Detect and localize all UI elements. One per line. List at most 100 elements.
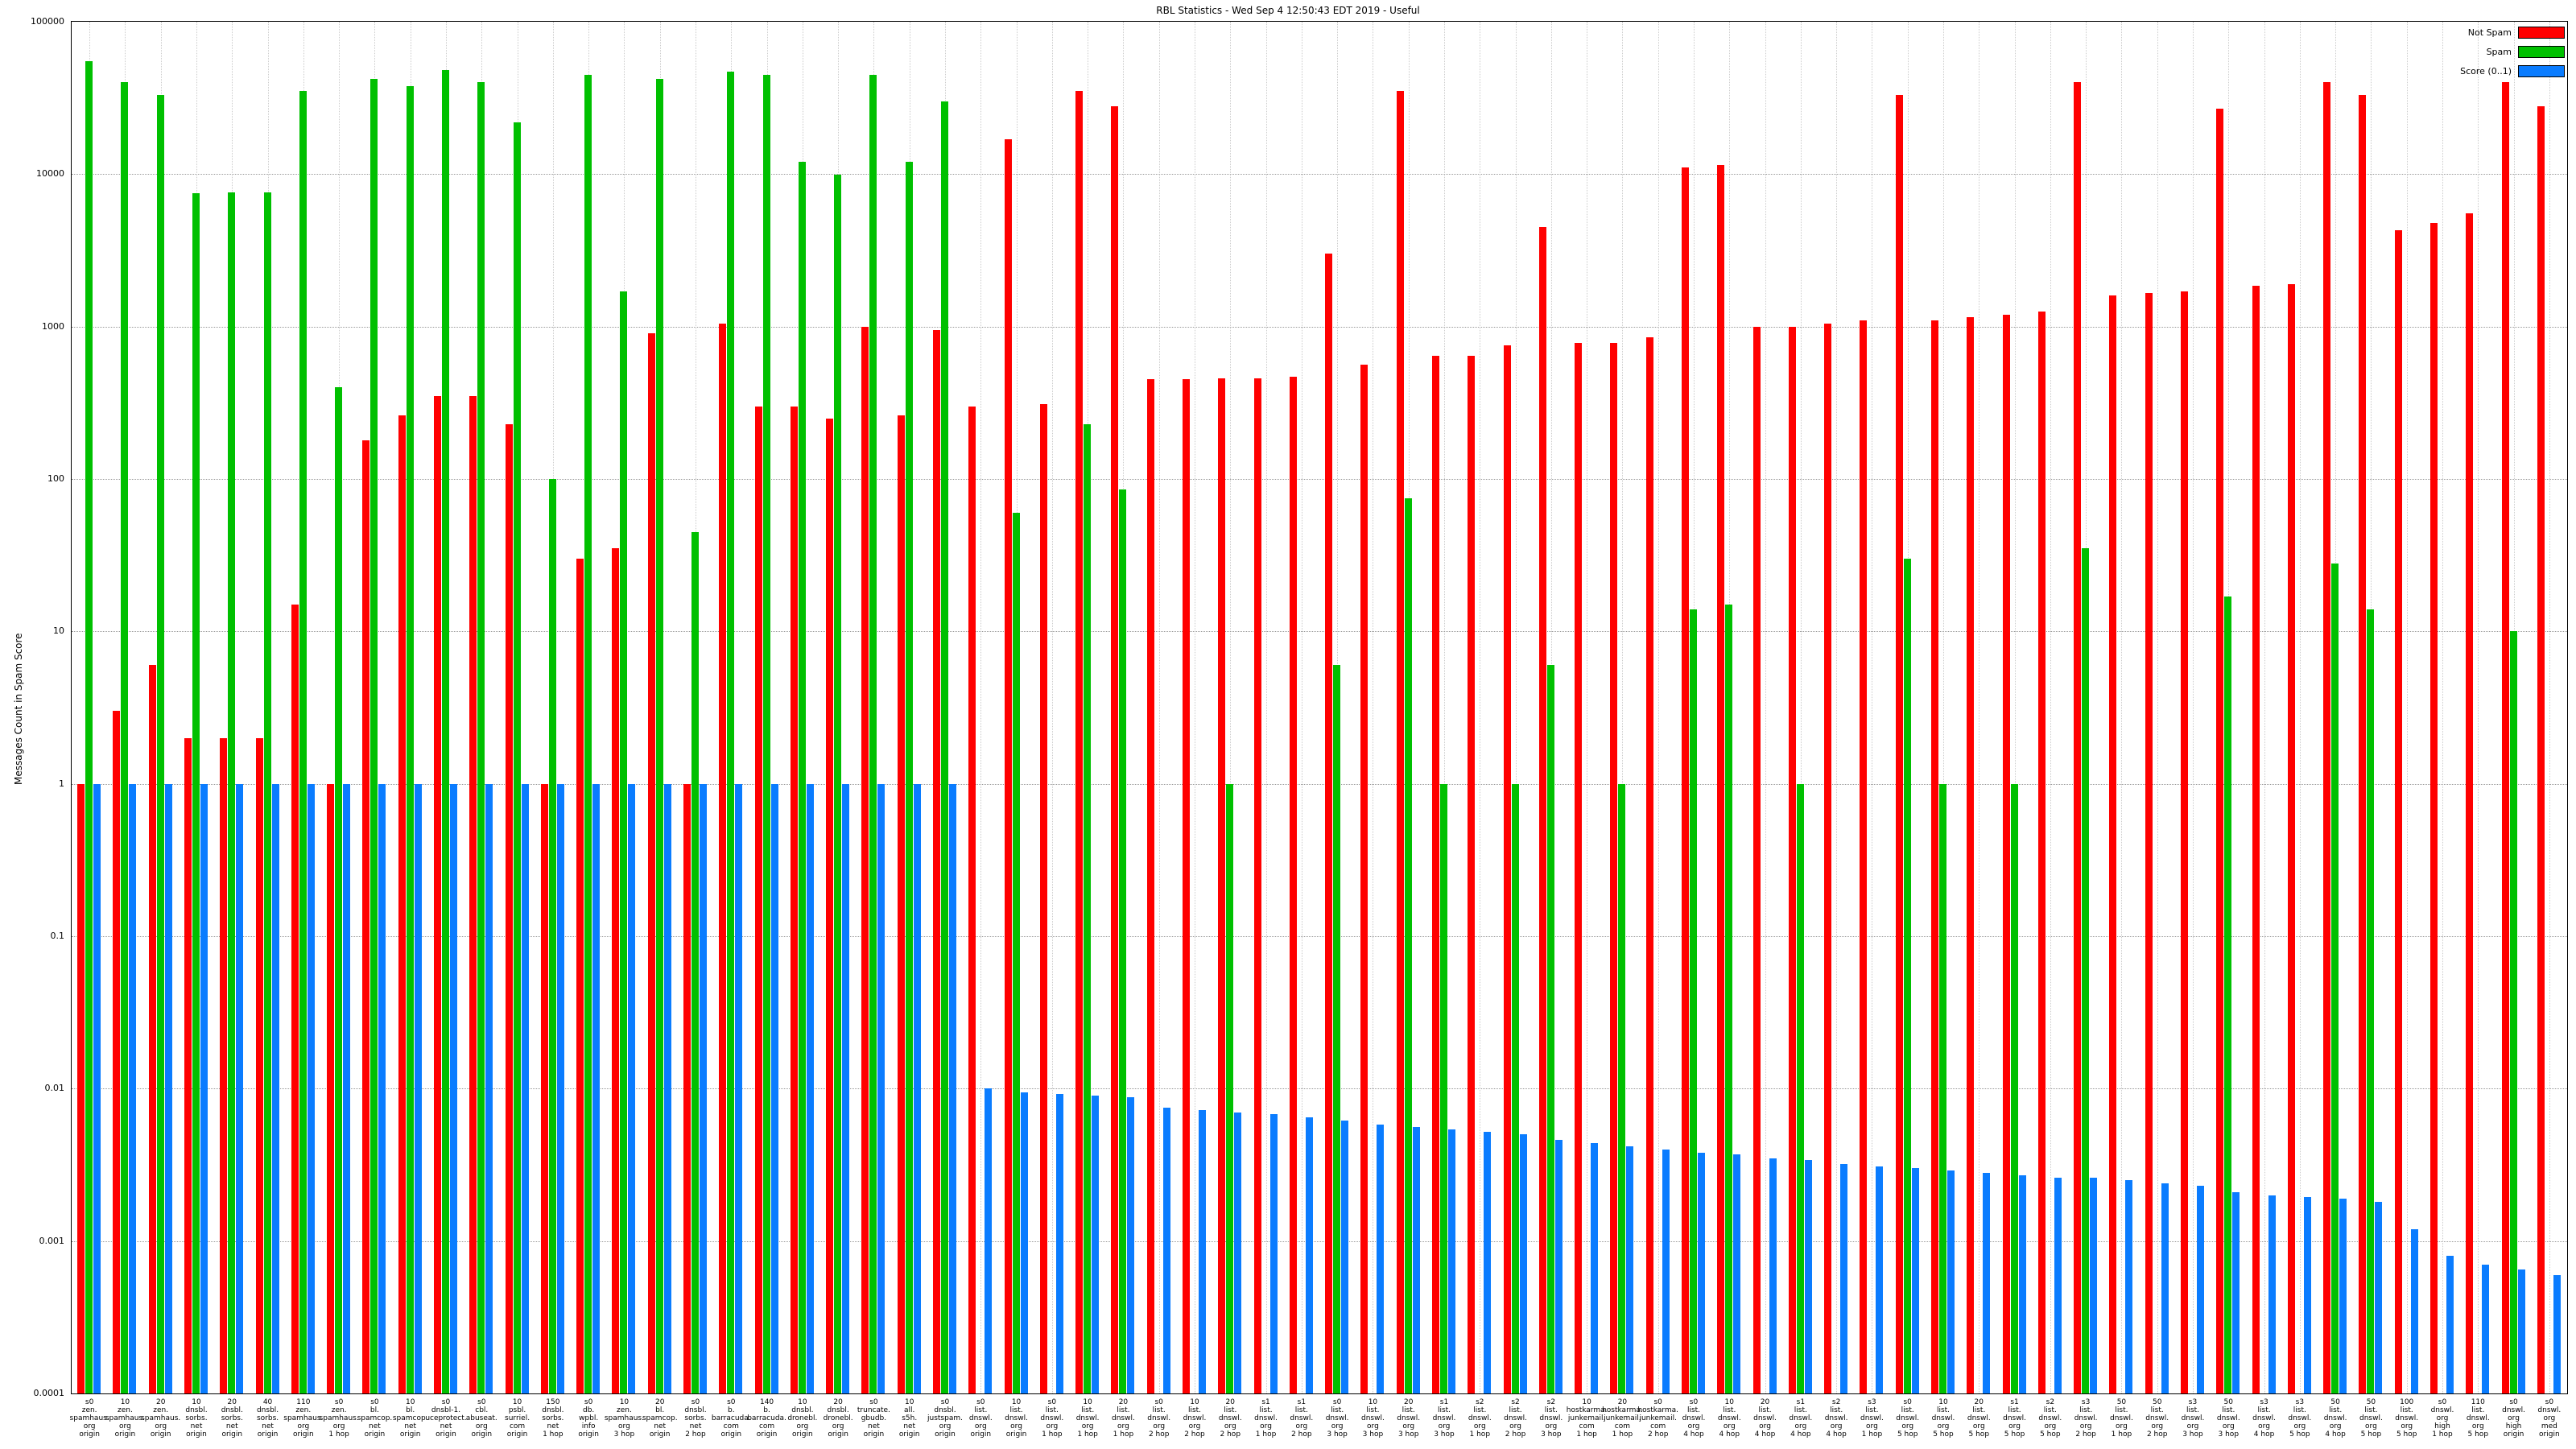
bar-spam [2010, 783, 2018, 1393]
bar-not-spam [1468, 356, 1476, 1393]
plot-area: s0 zen. spamhaus. org origin 10 zen. spam… [70, 21, 2568, 1439]
bar-not-spam [1360, 365, 1368, 1393]
bar-spam [263, 192, 271, 1393]
bar-score [164, 783, 172, 1393]
x-tick-label: 40 dnsbl. sorbs. net origin [256, 1398, 279, 1439]
x-tick-label: 10 list. dnswl. org 2 hop [1183, 1398, 1207, 1439]
bar-score [1269, 1114, 1278, 1393]
x-tick-label: s3 list. dnswl. org 1 hop [1860, 1398, 1884, 1439]
bar-not-spam [1289, 376, 1297, 1393]
gridline-horizontal [72, 783, 2567, 785]
bar-score [378, 783, 386, 1393]
x-tick-label: 50 list. dnswl. org 1 hop [2110, 1398, 2133, 1439]
bar-score [2375, 1202, 2383, 1393]
bar-spam [869, 74, 877, 1393]
bar-score [913, 783, 921, 1393]
bar-spam [477, 82, 485, 1393]
bar-not-spam [754, 406, 762, 1393]
bar-not-spam [2537, 105, 2545, 1393]
x-tick-label: 10 dnsbl. dronebl. org origin [787, 1398, 818, 1439]
bar-score [842, 783, 850, 1393]
bar-spam [1903, 558, 1911, 1393]
bar-score [200, 783, 208, 1393]
bar-not-spam [2430, 222, 2438, 1393]
bar-score [1305, 1117, 1313, 1393]
bar-spam [584, 74, 592, 1393]
gridline-vertical [1444, 22, 1445, 1393]
bar-not-spam [2466, 213, 2474, 1393]
bar-not-spam [647, 333, 655, 1393]
bar-not-spam [897, 415, 905, 1393]
x-tick-label: 10 list. dnswl. org 1 hop [1075, 1398, 1100, 1439]
bar-score [1876, 1166, 1884, 1393]
bar-not-spam [683, 783, 691, 1393]
bar-score [450, 783, 457, 1393]
gridline-vertical [1158, 22, 1160, 1393]
bar-not-spam [2109, 295, 2117, 1393]
bar-score [2054, 1178, 2062, 1393]
bar-spam [2082, 548, 2090, 1393]
bar-score [2125, 1180, 2133, 1393]
x-tick-label: 50 list. dnswl. org 3 hop [2216, 1398, 2240, 1439]
bar-not-spam [2359, 95, 2367, 1393]
x-tick-label: s0 truncate. gbudb. net origin [857, 1398, 890, 1439]
bar-score [129, 783, 137, 1393]
x-tick-label: s0 hostkarma. junkemail. com 2 hop [1637, 1398, 1679, 1439]
bar-spam [1511, 783, 1519, 1393]
bar-spam [121, 82, 129, 1393]
bar-score [949, 783, 956, 1393]
bar-score [1733, 1154, 1741, 1393]
bar-not-spam [790, 406, 798, 1393]
x-tick-label: s3 list. dnswl. org 3 hop [2181, 1398, 2205, 1439]
bar-not-spam [1432, 356, 1439, 1393]
x-tick-label: 100 list. dnswl. org 5 hop [2395, 1398, 2419, 1439]
bar-spam [1084, 423, 1092, 1393]
x-tick-label: s0 b. barracuda. com origin [711, 1398, 751, 1439]
bar-spam [655, 79, 663, 1393]
x-tick-label: s0 dnswl. org high 1 hop [2430, 1398, 2454, 1439]
x-tick-label: 10 all. s5h. net origin [898, 1398, 920, 1439]
x-tick-label: 10 list. dnswl. org 5 hop [1931, 1398, 1955, 1439]
x-tick-label: 20 list. dnswl. org 5 hop [1967, 1398, 1991, 1439]
bar-not-spam [362, 440, 370, 1393]
bar-score [1840, 1164, 1848, 1393]
x-tick-label: 50 list. dnswl. org 4 hop [2323, 1398, 2347, 1439]
bar-not-spam [1931, 320, 1938, 1393]
bar-not-spam [576, 558, 584, 1393]
x-tick-label: 110 zen. spamhaus. org origin [283, 1398, 324, 1439]
bar-score [2517, 1269, 2525, 1393]
gridline-horizontal [72, 631, 2567, 633]
x-tick-label: s0 list. dnswl. org 2 hop [1147, 1398, 1171, 1439]
x-tick-label: s0 dnswl. org high origin [2502, 1398, 2525, 1439]
bar-score [2018, 1174, 2026, 1393]
bar-not-spam [505, 423, 513, 1393]
bar-score [2161, 1183, 2169, 1393]
gridline-horizontal [72, 1088, 2567, 1090]
gridline-vertical [2121, 22, 2123, 1393]
bar-score [2553, 1274, 2561, 1393]
x-tick-label: s3 list. dnswl. org 5 hop [2288, 1398, 2312, 1439]
gridline-vertical [2157, 22, 2158, 1393]
x-tick-label: s1 list. dnswl. org 1 hop [1254, 1398, 1278, 1439]
y-tick-label: 100 [47, 473, 64, 484]
bar-score [343, 783, 351, 1393]
bar-not-spam [2323, 82, 2331, 1393]
x-tick-label: 10 list. dnswl. org origin [1005, 1398, 1028, 1439]
bar-not-spam [77, 783, 85, 1393]
bar-score [700, 783, 707, 1393]
bar-not-spam [612, 548, 620, 1393]
x-tick-label: s0 zen. spamhaus. org 1 hop [319, 1398, 359, 1439]
bar-score [1092, 1095, 1100, 1393]
bar-spam [2224, 596, 2232, 1393]
bar-score [271, 783, 279, 1393]
bar-spam [1404, 497, 1412, 1393]
x-tick-label: 20 dnsbl. dronebl. org origin [823, 1398, 853, 1439]
gridline-vertical [1943, 22, 1944, 1393]
x-tick-label: 10 zen. spamhaus. org origin [105, 1398, 145, 1439]
bar-spam [1618, 783, 1626, 1393]
bar-not-spam [826, 418, 834, 1393]
x-tick-label: 10 hostkarma. junkemail. com 1 hop [1566, 1398, 1608, 1439]
bar-score [1199, 1110, 1206, 1393]
bar-score [1626, 1146, 1634, 1393]
bar-score [1484, 1132, 1492, 1393]
